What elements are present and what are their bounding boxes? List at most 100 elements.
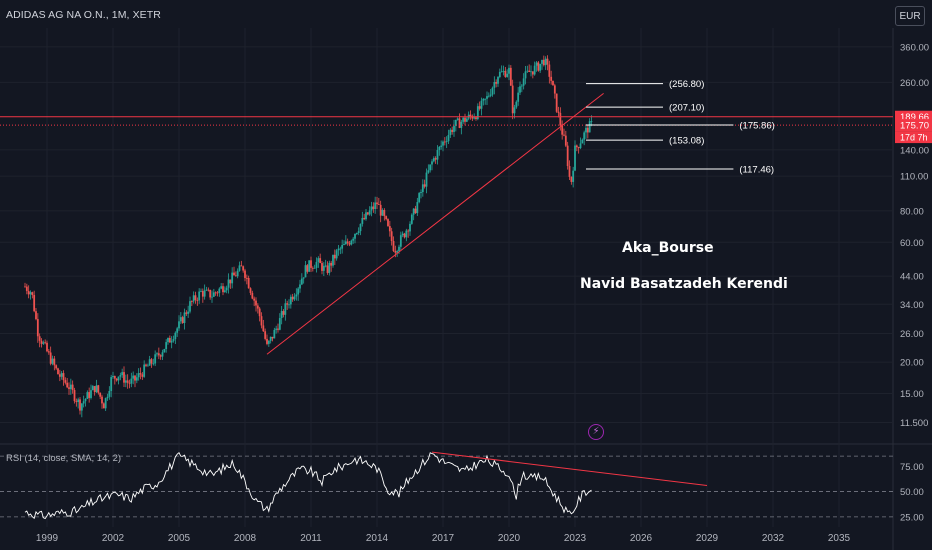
candle-body xyxy=(339,248,342,250)
candle-body xyxy=(322,265,325,271)
candle-body xyxy=(31,292,34,296)
candle-body xyxy=(506,73,509,77)
candle-body xyxy=(289,296,292,305)
candle-body xyxy=(443,141,446,143)
candle-body xyxy=(392,241,395,251)
y-tick-label: 11.500 xyxy=(900,418,928,429)
candle-body xyxy=(178,321,180,329)
candle-body xyxy=(306,265,309,272)
candle-body xyxy=(385,216,388,220)
candle-body xyxy=(409,223,411,232)
candle-body xyxy=(141,374,144,377)
candle-body xyxy=(453,125,455,132)
candle-body xyxy=(165,342,168,349)
candle-body xyxy=(522,78,525,86)
candle-body xyxy=(286,303,289,305)
candle-body xyxy=(91,386,94,391)
candle-body xyxy=(211,296,213,298)
candle-body xyxy=(445,141,448,142)
candle-body xyxy=(449,129,452,135)
candle-body xyxy=(53,358,56,366)
candle-body xyxy=(425,172,428,187)
candle-body xyxy=(544,58,547,66)
candle-body xyxy=(209,289,212,298)
x-tick-label: 2029 xyxy=(696,533,719,544)
candle-body xyxy=(24,286,26,288)
candle-body xyxy=(498,71,501,78)
candle-body xyxy=(460,121,463,128)
candle-body xyxy=(588,121,591,133)
candle-body xyxy=(157,353,160,356)
currency-button[interactable]: EUR xyxy=(895,6,925,26)
candle-body xyxy=(194,295,197,301)
candle-body xyxy=(563,134,565,136)
candle-body xyxy=(183,312,186,324)
candle-body xyxy=(359,223,362,232)
candle-body xyxy=(280,311,283,319)
candle-body xyxy=(214,292,217,294)
candle-body xyxy=(546,58,549,65)
candle-body xyxy=(405,230,408,238)
candle-body xyxy=(469,114,472,117)
x-tick-label: 1999 xyxy=(36,533,59,544)
candle-body xyxy=(256,305,259,309)
x-tick-label: 2011 xyxy=(300,533,322,544)
candle-body xyxy=(64,380,67,383)
x-tick-label: 2020 xyxy=(498,533,521,544)
candle-body xyxy=(350,240,353,245)
rsi-indicator-label[interactable]: RSI (14, close, SMA, 14, 2) xyxy=(6,453,122,464)
candle-body xyxy=(27,290,30,295)
candle-body xyxy=(264,331,267,339)
x-tick-label: 2017 xyxy=(432,533,455,544)
candle-body xyxy=(44,342,47,344)
support-trendline[interactable] xyxy=(266,92,604,355)
candle-body xyxy=(484,98,487,100)
candle-body xyxy=(154,354,157,364)
candle-body xyxy=(271,336,274,339)
candle-body xyxy=(236,270,239,277)
candle-body xyxy=(284,303,287,315)
candle-body xyxy=(104,398,107,409)
candle-body xyxy=(240,265,243,267)
candle-body xyxy=(51,358,54,364)
candle-body xyxy=(255,300,257,306)
y-tick-label: 60.00 xyxy=(900,238,924,249)
bolt-icon[interactable]: ⚡ xyxy=(588,424,604,440)
candle-body xyxy=(418,193,421,203)
candle-body xyxy=(363,217,366,220)
candle-body xyxy=(55,365,58,369)
candle-body xyxy=(454,119,457,126)
candle-body xyxy=(156,353,158,355)
price-axis-badge xyxy=(895,119,932,132)
candle-body xyxy=(117,376,120,381)
x-tick-label: 2002 xyxy=(102,533,125,544)
candle-body xyxy=(73,390,76,402)
y-tick-label: 20.00 xyxy=(900,358,924,369)
candle-body xyxy=(150,359,153,364)
candle-body xyxy=(234,275,237,277)
candle-body xyxy=(49,352,52,364)
candle-body xyxy=(519,86,521,93)
candle-body xyxy=(421,184,424,193)
candle-body xyxy=(200,290,202,292)
candle-body xyxy=(168,337,171,343)
rsi-trendline[interactable] xyxy=(431,451,708,487)
candle-body xyxy=(258,308,261,317)
countdown-text: 17d 7h xyxy=(900,133,928,143)
candle-body xyxy=(410,214,413,224)
candle-body xyxy=(491,87,494,95)
candle-body xyxy=(57,368,59,375)
candle-body xyxy=(493,82,496,88)
candle-body xyxy=(414,208,417,214)
y-tick-label: 260.00 xyxy=(900,78,929,89)
candle-body xyxy=(146,365,149,367)
candle-body xyxy=(365,212,367,220)
candle-body xyxy=(574,145,576,171)
y-tick-label: 26.00 xyxy=(900,329,924,340)
x-tick-label: 2023 xyxy=(564,533,587,544)
candle-body xyxy=(526,70,529,72)
candle-body xyxy=(145,364,147,366)
candle-body xyxy=(137,373,140,378)
candle-body xyxy=(368,210,371,215)
